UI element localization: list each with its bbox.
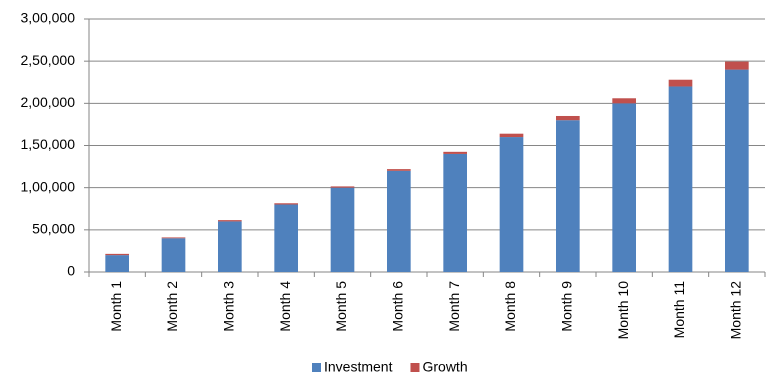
- bar-segment: [161, 238, 186, 272]
- x-tick-label: Month 5: [333, 281, 349, 332]
- bar-segment: [556, 120, 580, 272]
- x-tick-label: Month 12: [728, 281, 744, 340]
- legend-swatch: [410, 363, 420, 372]
- bar-segment: [443, 153, 467, 272]
- y-tick-label: 50,000: [32, 221, 75, 237]
- bar-segment: [330, 186, 355, 188]
- y-tick-label: 3,00,000: [21, 10, 76, 26]
- y-tick-label: 1,00,000: [21, 178, 76, 194]
- y-tick-label: 2,50,000: [21, 52, 76, 68]
- y-tick-label: 1,50,000: [21, 136, 76, 152]
- bar-segment: [218, 221, 242, 272]
- y-tick-label: 0: [67, 263, 75, 279]
- y-tick-label: 2,00,000: [21, 94, 76, 110]
- bar-segment: [612, 103, 636, 272]
- legend-swatch: [312, 363, 321, 372]
- bar-segment: [499, 137, 524, 272]
- x-tick-label: Month 2: [164, 281, 180, 332]
- x-tick-label: Month 9: [559, 281, 575, 332]
- bar-segment: [499, 133, 524, 138]
- bar-segment: [274, 204, 298, 272]
- x-tick-label: Month 1: [108, 281, 124, 332]
- legend-label: Growth: [422, 359, 467, 375]
- bar-segment: [556, 115, 580, 121]
- bar-segment: [725, 69, 749, 272]
- x-tick-label: Month 10: [615, 281, 631, 340]
- bar-segment: [105, 253, 129, 256]
- bar-segment: [668, 79, 693, 87]
- x-tick-label: Month 6: [390, 281, 406, 332]
- bar-segment: [161, 237, 186, 239]
- bar-segment: [105, 255, 129, 272]
- bar-segment: [443, 151, 467, 154]
- bar-segment: [218, 220, 242, 222]
- bar-segment: [330, 187, 355, 272]
- bar-segment: [387, 170, 411, 272]
- bar-segment: [274, 203, 298, 205]
- x-tick-label: Month 8: [502, 281, 518, 332]
- legend-label: Investment: [324, 359, 393, 375]
- x-tick-label: Month 4: [277, 281, 293, 332]
- bar-segment: [387, 169, 411, 171]
- bar-segment: [668, 86, 693, 272]
- bar-segment: [725, 61, 749, 70]
- x-tick-label: Month 11: [671, 281, 687, 339]
- bar-segment: [612, 98, 636, 104]
- x-tick-label: Month 3: [221, 281, 237, 332]
- x-tick-label: Month 7: [446, 281, 462, 332]
